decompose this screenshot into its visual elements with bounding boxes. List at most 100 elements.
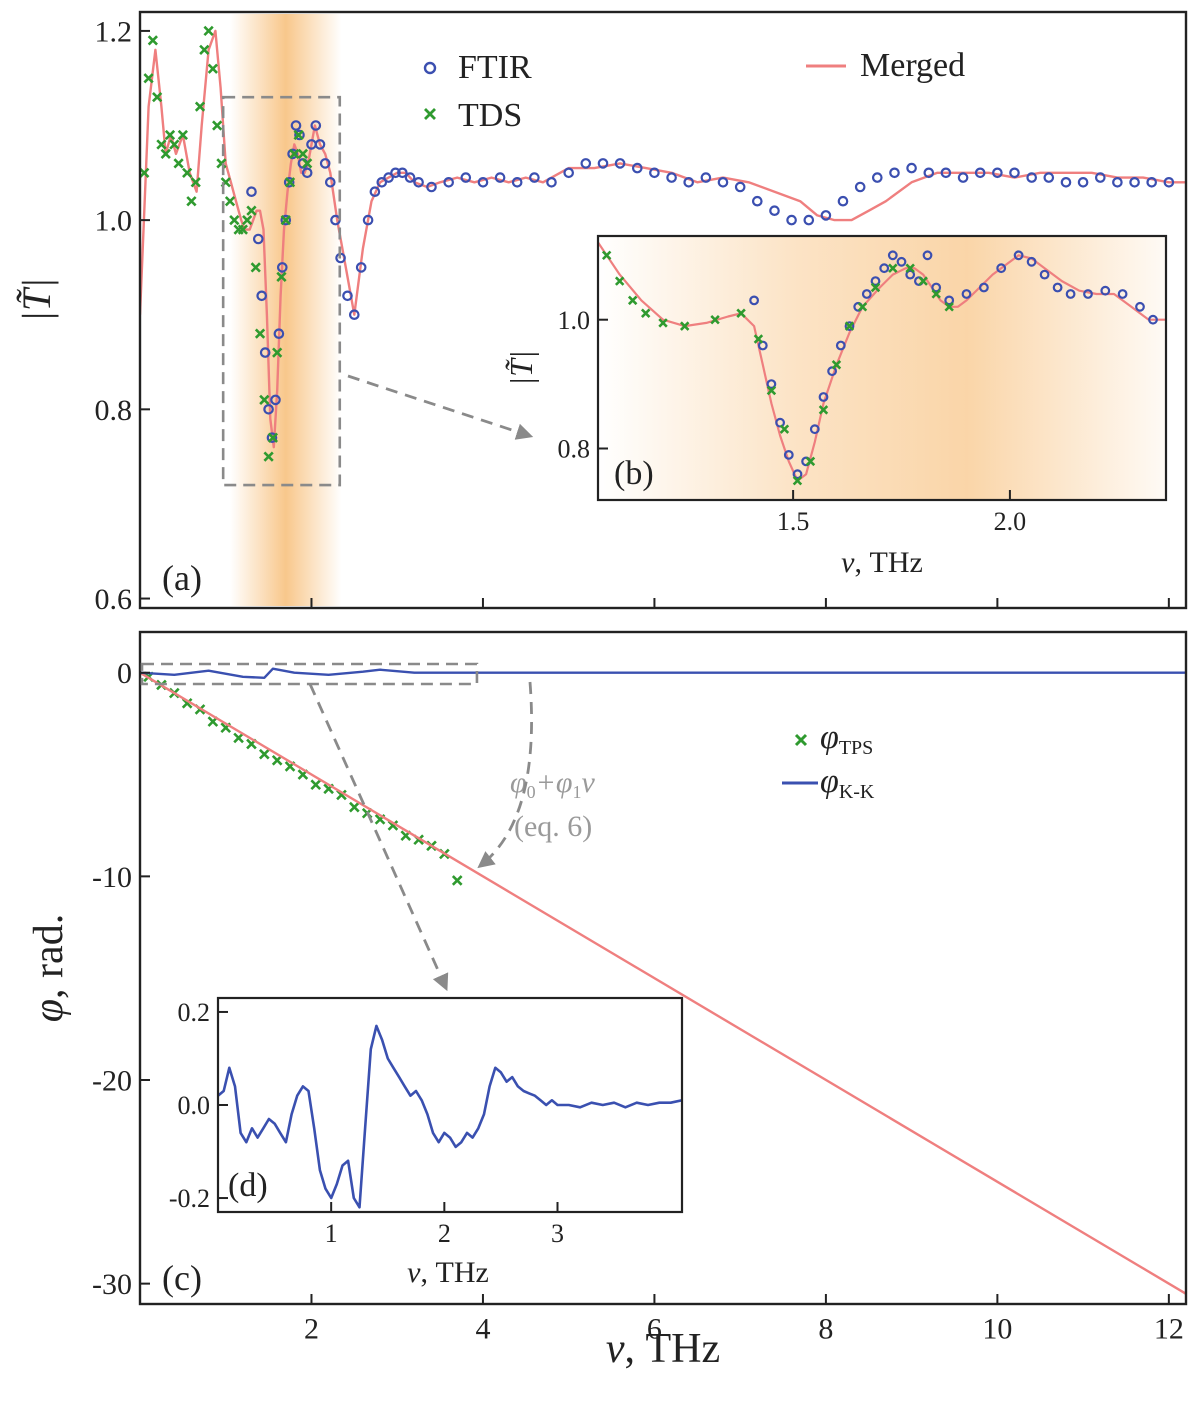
x-axis-label-symbol: ν [407,1256,421,1289]
data-point-ftir [749,295,759,306]
series-ftir [749,250,1158,480]
data-point-ftir [700,172,712,183]
data-point-ftir [666,172,677,183]
data-point-cross [297,148,309,160]
data-point-cross [140,167,150,178]
data-point-ftir [766,379,777,390]
inset-background [218,998,682,1212]
data-point-ftir [1163,177,1175,188]
data-point-ftir [283,177,295,188]
data-point-ftir [1083,289,1093,299]
legend-label: Merged [860,47,965,84]
y-tick-label: 1.0 [558,306,591,335]
data-point-ftir [443,177,454,188]
data-point-cross [164,129,176,141]
legend: FTIR TDS Merged [423,47,965,134]
y-tick-label: -30 [92,1268,132,1301]
y-tick-label: 0 [117,657,132,690]
data-point-cross [302,158,313,169]
data-point-ftir [922,250,933,261]
data-point-ftir [280,214,292,226]
data-point-ftir [270,394,281,406]
series-tds [601,250,954,486]
y-axis-label: |T̃| [503,350,539,385]
data-point-cross [147,35,158,46]
x-tick-label: 10 [982,1313,1012,1346]
data-point-cross [271,754,283,766]
data-point-ftir [1013,250,1024,261]
data-point-ftir [631,162,643,174]
highlight-band [230,14,342,606]
y-axis-label: φ, rad. [26,914,72,1022]
legend-marker-tps [794,733,808,747]
data-point-cross [194,101,206,112]
data-point-cross [280,215,291,226]
data-point-cross [805,456,816,467]
data-point-cross [931,289,941,299]
data-point-cross [753,334,764,344]
data-point-ftir [905,269,916,280]
data-point-ftir [717,177,729,188]
data-point-cross [601,250,612,261]
data-point-ftir [460,172,472,183]
data-point-ftir [683,177,694,188]
zoom-arrow [308,683,449,992]
data-point-ftir [290,120,302,131]
legend-subscript: K-K [839,781,875,803]
series-tds [140,25,313,462]
axes-frame [596,234,1168,502]
data-point-ftir [896,256,907,267]
data-point-ftir [786,214,797,226]
data-point-ftir [1009,167,1020,179]
data-point-cross [177,129,188,141]
series-merged [140,29,1186,449]
data-point-ftir [494,172,506,183]
data-point-cross [182,167,193,178]
y-tick-label: -0.2 [169,1184,210,1213]
y-tick-label: 1.2 [95,15,133,48]
data-point-ftir [256,290,267,302]
y-tick-label: 0.0 [178,1091,211,1120]
data-point-ftir [961,289,972,299]
formula-sub: 0 [527,782,536,802]
data-point-cross [203,25,214,37]
legend-subscript: TPS [839,737,873,759]
data-point-cross [614,276,625,286]
data-point-ftir [769,205,780,216]
formula-part: φ [510,766,527,799]
data-point-ftir [276,262,288,273]
data-point-ftir [246,186,257,197]
data-point-cross [792,475,803,486]
panel-label: (b) [614,455,654,492]
panel-d: 0.2 0.0 -0.2 1 2 3 (d) ν, THz [169,996,684,1289]
data-point-cross [152,92,163,103]
x-tick-label: 2 [438,1219,451,1248]
panels: 0.6 0.8 1.0 1.2 (a) |T̃| FTIR TDS Merged 0.8 1.0 1.… [14,10,1188,1372]
data-point-ftir [1039,269,1050,280]
data-point-cross [186,196,197,207]
series-ftir [246,120,1175,443]
data-point-ftir [310,120,322,131]
data-point-cross [212,120,223,131]
data-point-ftir [818,392,829,402]
series-line [140,667,1186,679]
data-point-ftir [1100,285,1111,296]
data-point-ftir [783,450,794,460]
y-axis-label-symbol: φ [26,999,72,1022]
data-point-cross [169,139,180,150]
data-point-ftir [376,177,388,188]
series-line [218,1024,682,1209]
data-point-ftir [1135,301,1145,312]
legend-label-kk: φK-K [820,763,875,803]
data-point-cross [242,215,253,226]
y-tick-label: 1.0 [95,205,133,238]
y-tick-label: -10 [92,861,132,894]
data-point-ftir [649,167,660,179]
data-point-ftir [319,158,331,169]
x-tick-label: 1.5 [777,507,810,536]
axes-frame [138,10,1188,610]
panel-label: (a) [162,558,202,598]
x-axis-label-unit: , THz [421,1256,489,1289]
data-point-cross [944,302,954,312]
